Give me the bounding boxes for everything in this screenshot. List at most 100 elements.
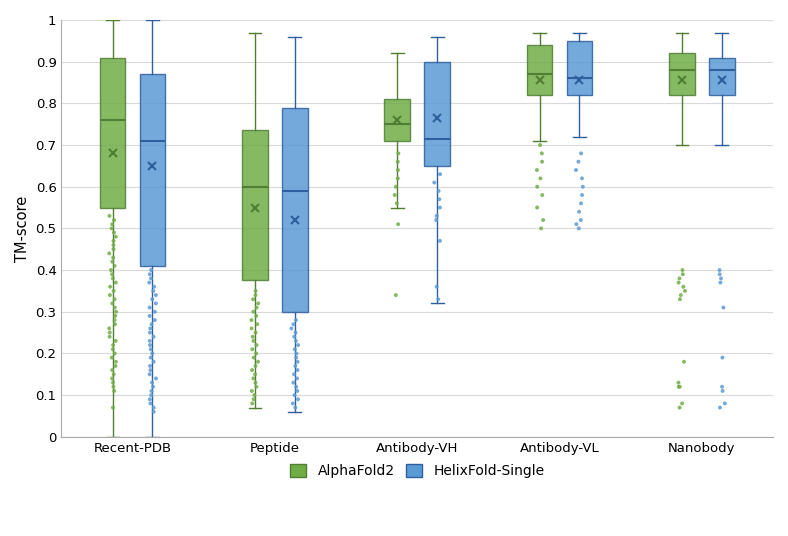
Point xyxy=(289,328,302,337)
Point xyxy=(251,320,264,329)
Point xyxy=(247,295,259,303)
PathPatch shape xyxy=(242,130,268,280)
Point xyxy=(105,266,117,274)
Point xyxy=(289,362,302,370)
Point xyxy=(146,349,158,358)
Point xyxy=(287,320,299,329)
Point xyxy=(143,341,156,349)
Point xyxy=(570,220,582,228)
Point xyxy=(149,308,162,316)
Point xyxy=(252,299,265,308)
Point xyxy=(672,383,685,391)
Point xyxy=(145,391,158,399)
Point xyxy=(430,216,443,225)
Point xyxy=(249,328,262,337)
Point xyxy=(148,282,161,291)
Point xyxy=(110,337,122,345)
Point xyxy=(292,366,304,374)
Point xyxy=(106,345,119,354)
Point xyxy=(392,174,404,183)
Point xyxy=(716,383,728,391)
Point xyxy=(247,337,260,345)
Point xyxy=(570,166,582,174)
Point xyxy=(433,195,446,204)
Point xyxy=(536,149,548,158)
Point xyxy=(107,236,120,245)
Point xyxy=(106,378,119,387)
Point xyxy=(433,203,446,212)
Point xyxy=(713,270,726,279)
Point xyxy=(249,291,262,300)
Point xyxy=(251,341,263,349)
Point xyxy=(108,316,121,324)
Point xyxy=(288,332,300,341)
PathPatch shape xyxy=(709,57,734,95)
Point xyxy=(108,216,121,225)
Point xyxy=(106,353,118,362)
Point xyxy=(108,262,121,270)
Point xyxy=(109,303,121,312)
Point xyxy=(288,345,301,354)
Point xyxy=(574,149,587,158)
Point xyxy=(145,386,158,395)
Point xyxy=(289,403,302,412)
Point xyxy=(433,236,446,245)
Point xyxy=(144,353,157,362)
PathPatch shape xyxy=(100,57,125,207)
Point xyxy=(572,158,585,166)
Point xyxy=(432,295,444,303)
Point xyxy=(107,245,120,254)
Point xyxy=(106,220,118,228)
Point xyxy=(106,366,118,374)
Point xyxy=(143,278,155,287)
Point xyxy=(716,353,729,362)
Point xyxy=(246,386,258,395)
Point xyxy=(430,212,443,220)
Point xyxy=(251,358,264,366)
Point xyxy=(290,349,303,358)
Point xyxy=(392,220,404,228)
Point xyxy=(287,399,299,408)
Point xyxy=(576,191,589,199)
Point xyxy=(719,399,731,408)
Point xyxy=(104,282,117,291)
PathPatch shape xyxy=(567,41,593,95)
Point xyxy=(144,324,157,333)
Point xyxy=(144,366,157,374)
Point xyxy=(107,383,120,391)
Point xyxy=(109,311,121,320)
Point xyxy=(531,203,544,212)
Point xyxy=(291,386,303,395)
Point xyxy=(247,353,260,362)
Point xyxy=(288,370,300,378)
Point xyxy=(247,374,259,383)
Point xyxy=(428,178,440,187)
Point xyxy=(249,287,262,295)
Point xyxy=(290,353,303,362)
Point xyxy=(537,216,549,225)
Point xyxy=(249,370,262,378)
Point xyxy=(145,320,158,329)
Point xyxy=(250,311,262,320)
Point xyxy=(145,274,158,282)
Point xyxy=(143,303,156,312)
Point xyxy=(576,174,589,183)
Point xyxy=(291,374,303,383)
Point xyxy=(248,391,261,399)
Point xyxy=(250,383,262,391)
Point xyxy=(288,391,301,399)
Point xyxy=(106,299,119,308)
Point xyxy=(109,362,121,370)
Point xyxy=(673,403,686,412)
Point xyxy=(103,249,116,258)
Point xyxy=(672,378,685,387)
Point xyxy=(106,257,119,266)
Point xyxy=(103,328,116,337)
Point xyxy=(714,278,727,287)
Point xyxy=(577,182,589,191)
Point xyxy=(150,374,162,383)
Point xyxy=(107,341,120,349)
Point xyxy=(536,158,548,166)
Point xyxy=(109,349,121,358)
Point xyxy=(678,287,691,295)
